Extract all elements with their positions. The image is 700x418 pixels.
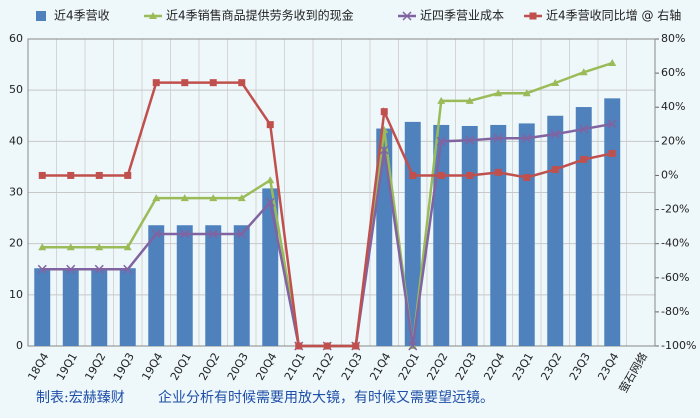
point [151, 229, 161, 239]
y-tick-label: 0 [16, 339, 23, 352]
point [607, 119, 617, 129]
legend-label: 近4季销售商品提供劳务收到的现金 [166, 8, 354, 23]
point [180, 229, 190, 239]
bar [433, 124, 450, 347]
point [352, 342, 360, 350]
point [181, 79, 189, 87]
point [523, 173, 531, 181]
point [550, 129, 560, 139]
point [494, 168, 502, 176]
bar [490, 124, 507, 347]
bar [518, 123, 535, 346]
point [493, 133, 503, 143]
bar [547, 115, 564, 346]
y2-tick-label: 40% [661, 100, 685, 113]
footer-credit: 制表:宏赫臻财 [36, 390, 125, 406]
y-tick-label: 10 [9, 288, 23, 301]
point [124, 171, 132, 179]
point [152, 194, 161, 202]
point [608, 59, 617, 67]
y2-tick-label: -20% [661, 203, 689, 216]
point [266, 121, 274, 129]
y2-tick-label: 20% [661, 134, 685, 147]
point [529, 12, 537, 20]
legend-label: 近4季营收 [54, 9, 110, 23]
point [494, 89, 503, 97]
point [237, 229, 247, 239]
point [209, 194, 218, 202]
point [66, 243, 75, 251]
point [266, 176, 275, 184]
point [208, 229, 218, 239]
y-tick-label: 50 [9, 83, 23, 96]
legend-label: 近4季营收同比增 @ 右轴 [546, 8, 681, 23]
point [579, 68, 588, 76]
y2-tick-label: 80% [661, 32, 685, 45]
point [209, 79, 217, 87]
point [238, 79, 246, 87]
point [37, 264, 47, 274]
point [67, 171, 75, 179]
bar [404, 121, 421, 346]
point [409, 171, 417, 179]
point [551, 165, 559, 173]
point [608, 149, 616, 157]
point [437, 171, 445, 179]
point [152, 79, 160, 87]
y-tick-label: 40 [9, 134, 23, 147]
point [580, 155, 588, 163]
bar [205, 225, 222, 346]
point [94, 264, 104, 274]
point [402, 11, 412, 21]
point [436, 136, 446, 146]
point [579, 124, 589, 134]
bar [176, 225, 193, 346]
point [95, 243, 104, 251]
y-tick-label: 30 [9, 186, 23, 199]
y2-tick-label: -80% [661, 305, 689, 318]
y2-tick-label: -100% [661, 339, 696, 352]
y2-tick-label: -60% [661, 271, 689, 284]
bar [461, 125, 478, 346]
point [149, 12, 157, 19]
point [465, 96, 474, 104]
bar [604, 98, 621, 346]
legend-label: 近四季营业成本 [420, 9, 504, 23]
point [465, 135, 475, 145]
point [95, 171, 103, 179]
point [437, 96, 446, 104]
point [551, 79, 560, 87]
point [38, 243, 47, 251]
point [379, 145, 389, 155]
point [466, 171, 474, 179]
point [323, 342, 331, 350]
bar [148, 225, 165, 346]
bar [233, 225, 250, 346]
point [522, 89, 531, 97]
y2-tick-label: 0% [661, 168, 678, 181]
y2-tick-label: -40% [661, 237, 689, 250]
bar [575, 107, 592, 346]
point [265, 197, 275, 207]
point [180, 194, 189, 202]
point [295, 342, 303, 350]
y-tick-label: 20 [9, 237, 23, 250]
bar [62, 268, 79, 346]
point [380, 108, 388, 116]
point [123, 243, 132, 251]
point [408, 341, 418, 351]
legend-swatch [36, 11, 46, 21]
footer-note: 企业分析有时候需要用放大镜，有时候又需要望远镜。 [158, 389, 494, 406]
point [66, 264, 76, 274]
point [38, 171, 46, 179]
bar [119, 268, 136, 346]
point [237, 194, 246, 202]
y-tick-label: 60 [9, 32, 23, 45]
bar [34, 268, 51, 346]
point [123, 264, 133, 274]
bar [91, 268, 108, 346]
point [522, 133, 532, 143]
y2-tick-label: 60% [661, 66, 685, 79]
